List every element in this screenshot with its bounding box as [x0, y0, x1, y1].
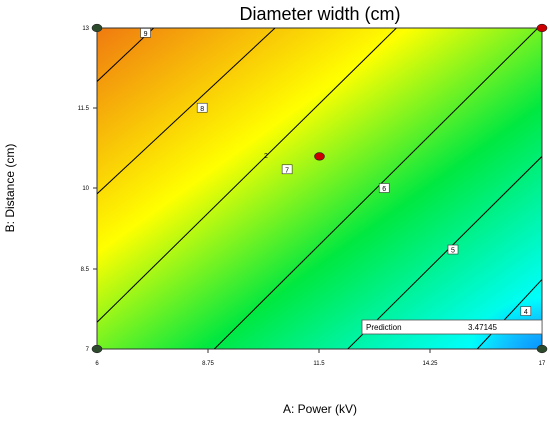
contour-line-7: [97, 28, 397, 323]
contour-line-5: [347, 156, 542, 349]
x-tick-label: 6: [95, 361, 99, 367]
contour-label: 9: [144, 31, 148, 38]
contour-label: 5: [451, 248, 455, 255]
x-tick-label: 17: [539, 361, 546, 367]
chart-title: Diameter width (cm): [239, 4, 400, 24]
contour-label: 8: [200, 106, 204, 113]
design-point: [536, 23, 548, 33]
x-axis: 6 8.75 11.5 14.25 17: [95, 349, 546, 367]
prediction-value: 3.47145: [468, 323, 497, 332]
contour-label-box: [378, 183, 390, 193]
contour-label-box: [140, 28, 151, 38]
contour-label-box: [281, 164, 293, 175]
x-tick-label: 14.25: [422, 361, 438, 367]
contour-label-box: [447, 244, 459, 255]
y-tick-label: 7: [86, 347, 90, 353]
y-tick-label: 11.5: [78, 106, 90, 112]
y-tick-label: 10: [82, 186, 89, 192]
design-point: [91, 23, 103, 33]
y-axis-title: B: Distance (cm): [3, 144, 17, 233]
y-axis: 7 8.5 10 11.5 13: [78, 26, 97, 353]
contour-label: 7: [285, 167, 289, 174]
contour-label: 4: [524, 309, 528, 316]
contour-label-box: [520, 306, 532, 316]
y-tick-label: 8.5: [81, 267, 90, 273]
plot-area-corner-shade: [97, 28, 542, 349]
x-tick-label: 11.5: [313, 361, 325, 367]
design-points: [91, 23, 548, 354]
contour-line-6: [213, 28, 539, 349]
prediction-box: Prediction 3.47145: [361, 319, 543, 335]
x-tick-label: 8.75: [202, 361, 214, 367]
contour-lines: [97, 28, 542, 349]
contour-line-4: [476, 279, 542, 349]
contour-label-box: [196, 102, 208, 113]
design-point: [536, 344, 548, 354]
center-point-label: 2: [264, 153, 268, 160]
design-point: [91, 344, 103, 354]
prediction-label: Prediction: [366, 323, 402, 332]
y-tick-label: 13: [82, 26, 89, 32]
contour-label: 6: [382, 186, 386, 193]
contour-labels: 9 8 7 6 5 4: [140, 28, 532, 316]
contour-line-8: [97, 28, 276, 195]
prediction-box-bg: [361, 319, 543, 335]
x-axis-title: A: Power (kV): [283, 402, 357, 416]
design-point: [314, 152, 325, 161]
